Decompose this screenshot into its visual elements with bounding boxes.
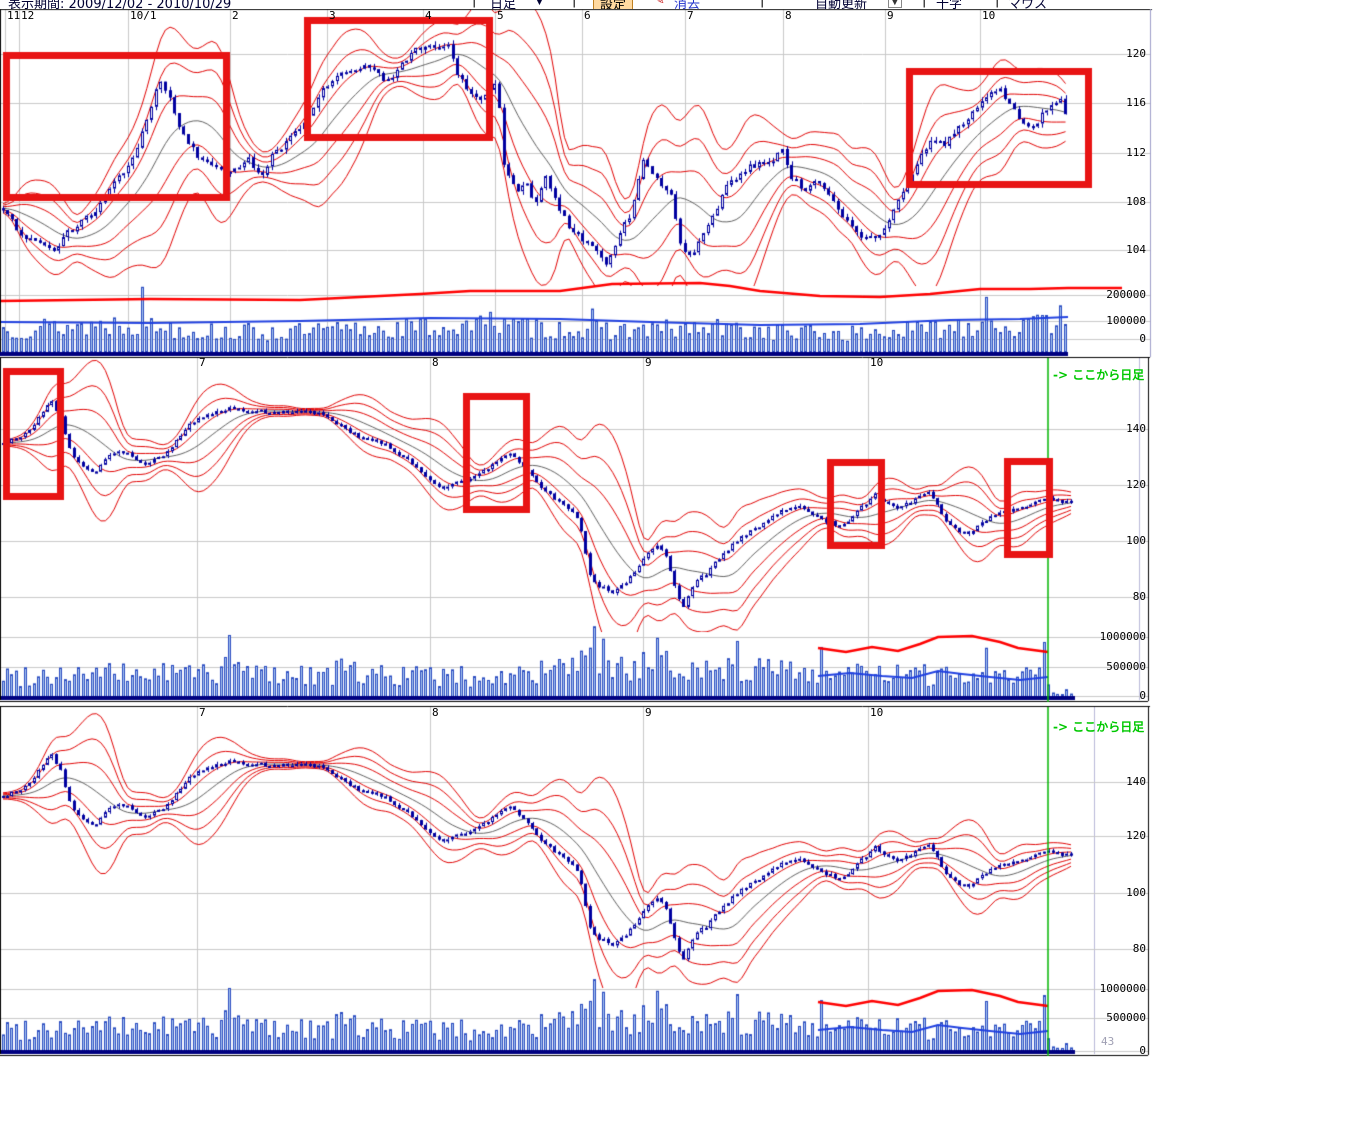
timeframe-select[interactable]: 日足 xyxy=(490,0,517,9)
display-period-label: 表示期間: 2009/12/02 - 2010/10/29 xyxy=(8,0,232,9)
settings-button[interactable]: 設定 xyxy=(593,0,634,9)
toolbar-separator: | xyxy=(572,0,577,8)
mouse-mode-button[interactable]: マウス xyxy=(1008,0,1048,9)
clear-button[interactable]: 消去 xyxy=(674,0,701,9)
counter-label: 43 xyxy=(1101,1035,1115,1048)
toolbar: 表示期間: 2009/12/02 - 2010/10/29 | 日足 ▼ | 設… xyxy=(0,0,1366,9)
auto-update-dropdown-icon[interactable]: ▼ xyxy=(888,0,902,8)
crosshair-mode-button[interactable]: 十字 xyxy=(936,0,963,9)
toolbar-separator: | xyxy=(472,0,477,8)
toolbar-separator: | xyxy=(760,0,765,8)
toolbar-separator: | xyxy=(922,0,927,8)
timeframe-dropdown-arrow-icon[interactable]: ▼ xyxy=(536,0,543,7)
toolbar-separator: | xyxy=(995,0,1000,8)
pencil-icon: ✎ xyxy=(654,0,665,8)
auto-update-toggle[interactable]: 自動更新 xyxy=(815,0,868,9)
